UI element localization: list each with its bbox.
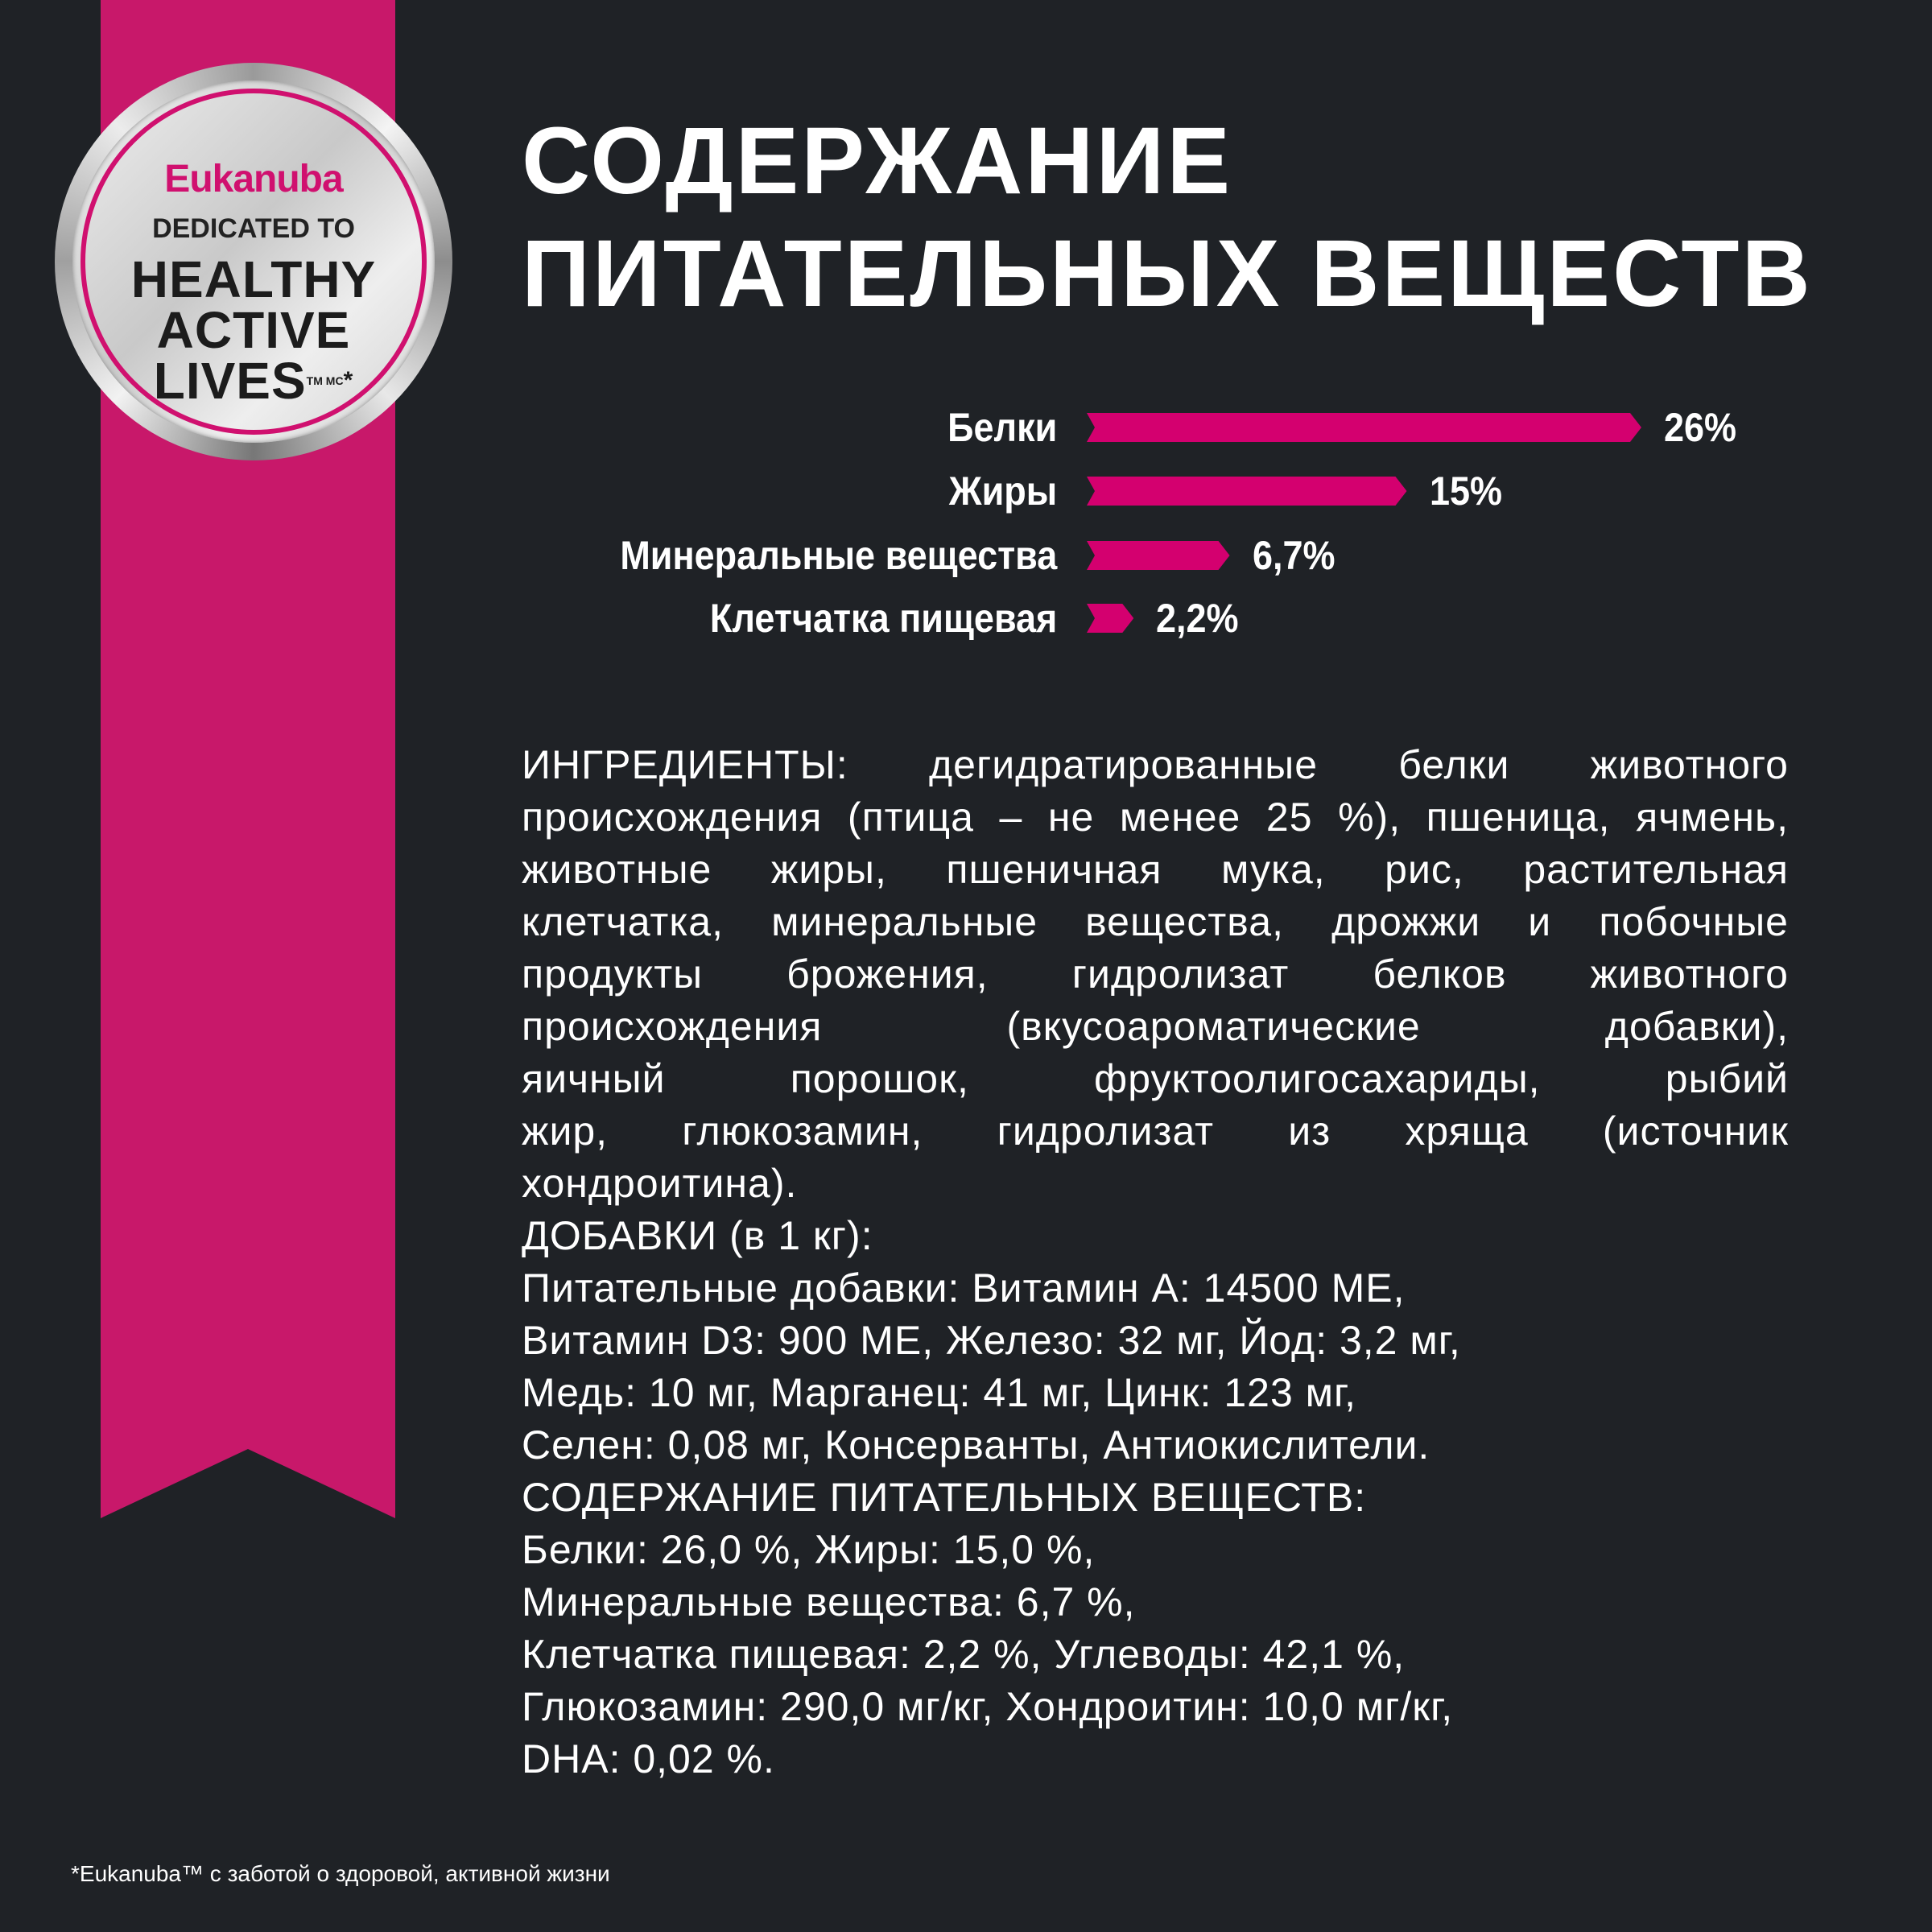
ingredients-line: яичный порошок, фруктоолигосахариды, рыб…	[522, 1056, 1789, 1101]
bar-value-label: 2,2%	[1156, 596, 1239, 641]
ingredients-line: хондроитина).	[522, 1161, 798, 1206]
ingredients-line: клетчатка, минеральные вещества, дрожжи …	[522, 899, 1789, 944]
ingredients-line: СОДЕРЖАНИЕ ПИТАТЕЛЬНЫХ ВЕЩЕСТВ:	[522, 1475, 1367, 1520]
badge-lives: LIVESTM MC*	[153, 352, 354, 410]
ingredients-line: происхождения (вкусоароматические добавк…	[522, 1004, 1789, 1049]
ingredients-line: ИНГРЕДИЕНТЫ: дегидратированные белки жив…	[522, 742, 1789, 787]
bar-row: Минеральные вещества 6,7%	[0, 531, 1932, 580]
eukanuba-badge-logo: Eukanuba DEDICATED TO HEALTHY ACTIVE LIV…	[55, 63, 452, 460]
ingredients-line: Минеральные вещества: 6,7 %,	[522, 1579, 1136, 1624]
footnote: *Eukanuba™ с заботой о здоровой, активно…	[71, 1861, 610, 1886]
bar-row: Жиры 15%	[0, 467, 1932, 515]
ingredients-line: DHA: 0,02 %.	[522, 1736, 775, 1781]
badge-healthy: HEALTHY	[130, 250, 377, 308]
bar	[1087, 413, 1641, 442]
badge-face: Eukanuba DEDICATED TO HEALTHY ACTIVE LIV…	[72, 80, 435, 443]
bar-label: Минеральные вещества	[620, 533, 1057, 578]
ingredients-line: Белки: 26,0 %, Жиры: 15,0 %,	[522, 1527, 1096, 1572]
ingredients-line: животные жиры, пшеничная мука, рис, раст…	[522, 847, 1789, 892]
bar-row: Белки 26%	[0, 403, 1932, 452]
badge-brand: Eukanuba	[164, 158, 343, 200]
badge-ring	[80, 89, 427, 435]
ingredients-text: ИНГРЕДИЕНТЫ: дегидратированные белки жив…	[522, 739, 1789, 1785]
ingredients-line: ДОБАВКИ (в 1 кг):	[522, 1213, 873, 1258]
bar-label: Белки	[947, 405, 1057, 450]
bar-label: Клетчатка пищевая	[709, 596, 1057, 641]
bar-value-label: 15%	[1429, 469, 1502, 514]
bar-label: Жиры	[948, 469, 1057, 514]
page-title: СОДЕРЖАНИЕ ПИТАТЕЛЬНЫХ ВЕЩЕСТВ	[522, 108, 1813, 327]
ingredients-line: происхождения (птица – не менее 25 %), п…	[522, 795, 1789, 840]
bar-value-label: 6,7%	[1252, 533, 1335, 578]
bar	[1087, 477, 1407, 506]
ingredients-line: Селен: 0,08 мг, Консерванты, Антиокислит…	[522, 1422, 1430, 1468]
bar	[1087, 541, 1230, 570]
ingredients-line: Глюкозамин: 290,0 мг/кг, Хондроитин: 10,…	[522, 1684, 1454, 1729]
bar-row: Клетчатка пищевая 2,2%	[0, 594, 1932, 642]
ingredients-line: Клетчатка пищевая: 2,2 %, Углеводы: 42,1…	[522, 1632, 1406, 1677]
ingredients-line: продукты брожения, гидролизат белков жив…	[522, 952, 1789, 997]
ingredients-line: Медь: 10 мг, Марганец: 41 мг, Цинк: 123 …	[522, 1370, 1357, 1415]
bar	[1087, 604, 1133, 633]
ingredients-line: Питательные добавки: Витамин А: 14500 МЕ…	[522, 1265, 1406, 1311]
ingredients-line: Витамин D3: 900 МЕ, Железо: 32 мг, Йод: …	[522, 1318, 1461, 1363]
badge-dedicated: DEDICATED TO	[152, 213, 355, 244]
badge-active: ACTIVE	[156, 301, 351, 359]
ingredients-line: жир, глюкозамин, гидролизат из хряща (ис…	[522, 1108, 1789, 1154]
bar-value-label: 26%	[1664, 405, 1737, 450]
